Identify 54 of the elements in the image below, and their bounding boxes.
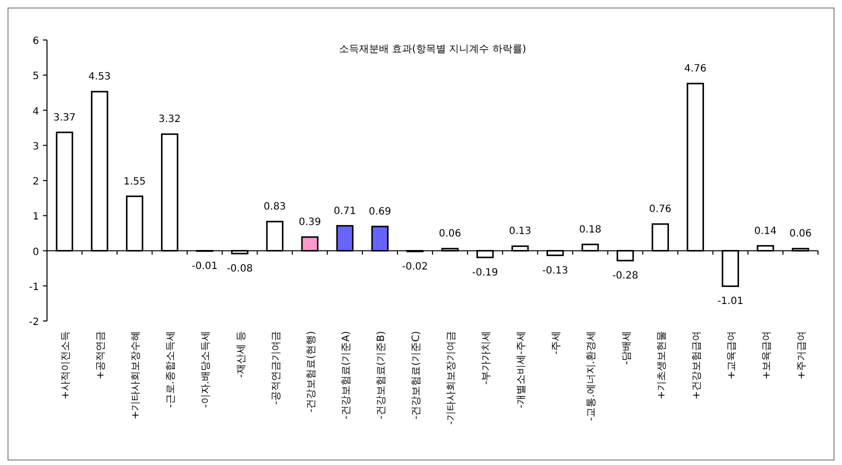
- data-label: 0.71: [334, 206, 356, 217]
- x-tick-label: -교통.에너지.환경세: [586, 331, 598, 421]
- x-tick-label: -기타사회보장기여금: [446, 331, 458, 425]
- x-tick-label: -재산세 등: [236, 331, 247, 378]
- data-label: 4.76: [684, 64, 706, 75]
- y-tick-label: 6: [32, 36, 39, 47]
- data-label: 1.55: [123, 176, 146, 188]
- x-tick-label: +사적이전소득: [60, 331, 72, 400]
- x-tick-label: -개별소비세-주세: [516, 331, 528, 408]
- data-label: 0.06: [789, 228, 812, 240]
- data-label: -1.01: [717, 296, 744, 308]
- chart-title: 소득재분배 효과(항목별 지니계수 하락률): [338, 44, 526, 55]
- data-label: -0.19: [472, 267, 498, 278]
- x-tick-label: +건강보험급여: [691, 331, 702, 400]
- x-tick-label: -건강보험료(기준C): [410, 330, 422, 420]
- x-tick-label: +보육급여: [761, 331, 772, 380]
- x-tick-label: -담배세: [621, 331, 632, 365]
- x-tick-label: +주거급여: [796, 331, 808, 380]
- y-tick-label: 2: [32, 176, 39, 188]
- y-tick-label: 0: [32, 246, 39, 258]
- x-tick-label: -주세: [551, 331, 562, 355]
- x-tick-label: +기초생보현물: [656, 331, 668, 400]
- data-label: 0.69: [368, 206, 392, 218]
- x-tick-label: -근로.종합소득세: [166, 331, 177, 408]
- data-label: -0.13: [542, 265, 568, 276]
- y-tick-label: 3: [32, 141, 39, 152]
- y-tick-label: -2: [29, 317, 39, 328]
- data-label: -0.28: [612, 270, 638, 282]
- x-tick-label: -부가가치세: [481, 331, 492, 385]
- x-tick-label: -공적연금기여금: [270, 331, 282, 405]
- y-tick-label: 1: [32, 212, 39, 223]
- data-label: 3.37: [53, 112, 76, 124]
- y-tick-label: -1: [29, 282, 39, 293]
- x-tick-label: -건강보험료(기준A): [340, 330, 352, 420]
- data-label: 0.06: [438, 228, 462, 240]
- x-tick-label: -건강보험료(기준B): [376, 330, 387, 420]
- data-label: 0.14: [754, 226, 777, 237]
- data-label: -0.08: [226, 264, 253, 275]
- data-label: 0.13: [508, 226, 532, 238]
- data-label: 0.39: [298, 217, 321, 228]
- x-tick-label: +기타사회보장수혜: [130, 331, 142, 420]
- x-tick-label: -이자.배당소득세: [200, 331, 212, 408]
- data-label: 0.83: [264, 202, 286, 213]
- x-tick-label: -건강보험료(현행): [306, 330, 317, 412]
- data-label: -0.01: [192, 261, 218, 272]
- y-tick-label: 5: [32, 71, 39, 82]
- x-tick-label: +교육급여: [726, 331, 738, 380]
- data-label: 3.32: [158, 114, 181, 126]
- data-label: 0.76: [649, 204, 672, 216]
- x-tick-label: +공적연금: [96, 331, 107, 380]
- y-tick-label: 4: [32, 106, 39, 118]
- data-label: -0.02: [402, 261, 428, 272]
- data-label: 0.18: [579, 224, 602, 236]
- data-label: 4.53: [88, 72, 111, 83]
